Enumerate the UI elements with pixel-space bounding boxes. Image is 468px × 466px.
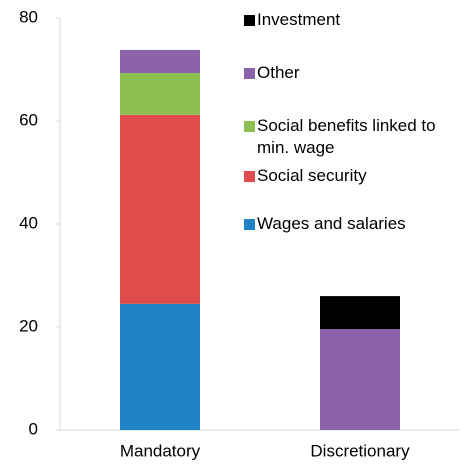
legend-label: Social security bbox=[257, 166, 367, 185]
legend-label: Other bbox=[257, 63, 300, 82]
y-tick-label: 0 bbox=[29, 419, 38, 438]
legend-entry: Social security bbox=[244, 165, 466, 187]
legend-entry: Wages and salaries bbox=[244, 213, 466, 235]
legend-swatch bbox=[244, 15, 255, 26]
x-tick-label: Discretionary bbox=[310, 441, 410, 460]
bar-segment bbox=[320, 296, 400, 330]
legend-swatch bbox=[244, 68, 255, 79]
legend-entry: Other bbox=[244, 62, 466, 84]
bar-segment bbox=[320, 329, 400, 430]
legend-label: Investment bbox=[257, 10, 341, 29]
y-tick-label: 40 bbox=[19, 213, 38, 232]
legend-label: Wages and salaries bbox=[257, 214, 406, 233]
bar-segment bbox=[120, 303, 200, 430]
y-tick-label: 60 bbox=[19, 110, 38, 129]
legend-swatch bbox=[244, 171, 255, 182]
legend-entry: Investment bbox=[244, 9, 466, 31]
legend-entry: Social benefits linked to min. wage bbox=[244, 115, 466, 159]
legend-swatch bbox=[244, 219, 255, 230]
legend-label: Social benefits linked to min. wage bbox=[257, 116, 436, 157]
bar-segment bbox=[120, 49, 200, 74]
bar-segment bbox=[120, 73, 200, 115]
y-tick-label: 80 bbox=[19, 7, 38, 26]
bar-segment bbox=[120, 114, 200, 304]
y-tick-label: 20 bbox=[19, 316, 38, 335]
x-tick-label: Mandatory bbox=[120, 441, 201, 460]
legend-swatch bbox=[244, 121, 255, 132]
